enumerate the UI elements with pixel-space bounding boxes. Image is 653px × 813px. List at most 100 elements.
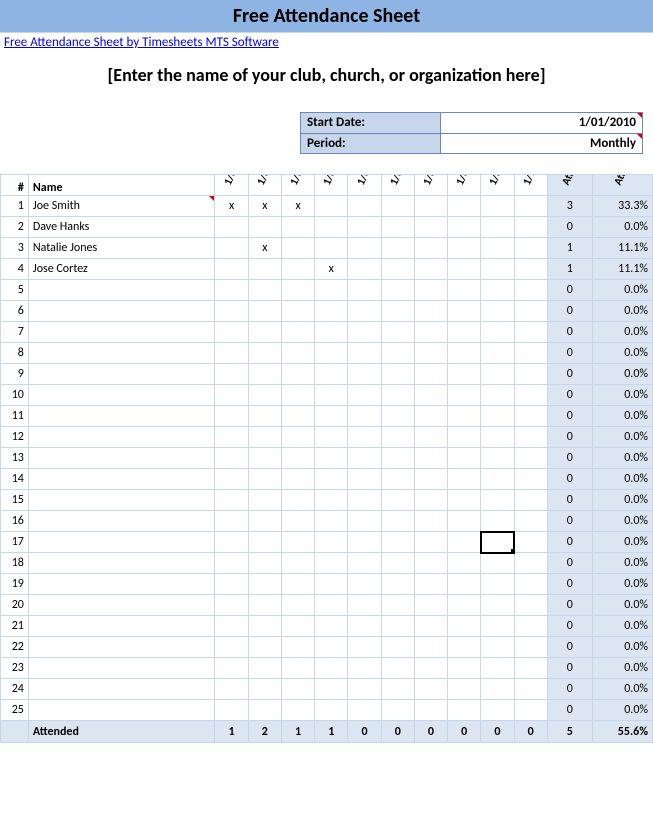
- attendance-cell[interactable]: [481, 490, 514, 511]
- attendance-cell[interactable]: [514, 280, 547, 301]
- attendance-cell[interactable]: [315, 364, 348, 385]
- attendance-cell[interactable]: [315, 553, 348, 574]
- attended-pct[interactable]: 11.1%: [592, 238, 652, 259]
- attendance-cell[interactable]: [448, 301, 481, 322]
- attendance-cell[interactable]: [348, 700, 381, 721]
- attendance-cell[interactable]: [215, 511, 248, 532]
- attendance-cell[interactable]: [215, 385, 248, 406]
- attendance-cell[interactable]: [281, 553, 314, 574]
- attendance-cell[interactable]: [381, 679, 414, 700]
- name-cell[interactable]: [28, 427, 215, 448]
- attendance-cell[interactable]: [481, 511, 514, 532]
- attendance-cell[interactable]: [248, 679, 281, 700]
- attendance-cell[interactable]: [348, 427, 381, 448]
- attendance-cell[interactable]: [281, 574, 314, 595]
- attended-count[interactable]: 0: [547, 700, 592, 721]
- attendance-cell[interactable]: [315, 511, 348, 532]
- attendance-cell[interactable]: [281, 595, 314, 616]
- attended-count[interactable]: 0: [547, 679, 592, 700]
- attendance-cell[interactable]: [514, 637, 547, 658]
- attendance-cell[interactable]: [448, 700, 481, 721]
- attendance-cell[interactable]: [215, 616, 248, 637]
- attended-pct[interactable]: 0.0%: [592, 553, 652, 574]
- header-date-5[interactable]: 1/06/2010: [381, 175, 414, 196]
- attended-count[interactable]: 0: [547, 280, 592, 301]
- attendance-cell[interactable]: [514, 406, 547, 427]
- row-number[interactable]: 25: [1, 700, 29, 721]
- attendance-cell[interactable]: [248, 553, 281, 574]
- attendance-cell[interactable]: [448, 385, 481, 406]
- attendance-cell[interactable]: [448, 217, 481, 238]
- attended-count[interactable]: 0: [547, 637, 592, 658]
- attendance-cell[interactable]: [481, 217, 514, 238]
- attendance-cell[interactable]: [514, 700, 547, 721]
- attendance-cell[interactable]: [514, 511, 547, 532]
- row-number[interactable]: 22: [1, 637, 29, 658]
- attendance-cell[interactable]: [381, 280, 414, 301]
- attendance-cell[interactable]: [248, 364, 281, 385]
- attendance-cell[interactable]: [414, 343, 447, 364]
- attendance-table[interactable]: # Name 1/01/20101/02/20101/03/20101/04/2…: [0, 174, 653, 743]
- attended-count[interactable]: 0: [547, 595, 592, 616]
- attendance-cell[interactable]: [381, 196, 414, 217]
- row-number[interactable]: 11: [1, 406, 29, 427]
- attendance-cell[interactable]: [414, 595, 447, 616]
- row-number[interactable]: 7: [1, 322, 29, 343]
- attendance-cell[interactable]: [215, 406, 248, 427]
- name-cell[interactable]: [28, 616, 215, 637]
- attendance-cell[interactable]: [248, 490, 281, 511]
- attendance-cell[interactable]: [514, 238, 547, 259]
- attendance-cell[interactable]: [414, 511, 447, 532]
- attendance-cell[interactable]: [381, 490, 414, 511]
- row-number[interactable]: 13: [1, 448, 29, 469]
- row-number[interactable]: 8: [1, 343, 29, 364]
- attendance-cell[interactable]: [481, 658, 514, 679]
- attendance-cell[interactable]: [281, 238, 314, 259]
- attendance-cell[interactable]: [514, 343, 547, 364]
- attendance-cell[interactable]: [248, 595, 281, 616]
- attended-count[interactable]: 0: [547, 511, 592, 532]
- header-date-8[interactable]: 1/09/2010: [481, 175, 514, 196]
- row-number[interactable]: 4: [1, 259, 29, 280]
- attendance-cell[interactable]: [315, 532, 348, 553]
- attended-pct[interactable]: 0.0%: [592, 427, 652, 448]
- attendance-cell[interactable]: [348, 259, 381, 280]
- attendance-cell[interactable]: [215, 574, 248, 595]
- attendance-cell[interactable]: [514, 553, 547, 574]
- attended-count[interactable]: 0: [547, 658, 592, 679]
- attendance-cell[interactable]: [215, 343, 248, 364]
- attended-pct[interactable]: 0.0%: [592, 700, 652, 721]
- attendance-cell[interactable]: [514, 385, 547, 406]
- attendance-cell[interactable]: [348, 238, 381, 259]
- attendance-cell[interactable]: [381, 616, 414, 637]
- name-cell[interactable]: [28, 364, 215, 385]
- attendance-cell[interactable]: [248, 637, 281, 658]
- attendance-cell[interactable]: [514, 574, 547, 595]
- attended-count[interactable]: 0: [547, 322, 592, 343]
- attendance-cell[interactable]: [414, 469, 447, 490]
- attendance-cell[interactable]: [481, 364, 514, 385]
- footer-total-1[interactable]: 2: [248, 721, 281, 743]
- attendance-cell[interactable]: [481, 469, 514, 490]
- attendance-cell[interactable]: [414, 427, 447, 448]
- attendance-cell[interactable]: [481, 595, 514, 616]
- attendance-cell[interactable]: [315, 385, 348, 406]
- attendance-cell[interactable]: [381, 406, 414, 427]
- attended-pct[interactable]: 0.0%: [592, 301, 652, 322]
- attendance-cell[interactable]: [315, 238, 348, 259]
- attendance-cell[interactable]: [414, 490, 447, 511]
- attendance-cell[interactable]: [448, 616, 481, 637]
- attended-count[interactable]: 0: [547, 616, 592, 637]
- attendance-cell[interactable]: [381, 658, 414, 679]
- attendance-cell[interactable]: [514, 658, 547, 679]
- attendance-cell[interactable]: [381, 448, 414, 469]
- attendance-cell[interactable]: [481, 679, 514, 700]
- header-date-7[interactable]: 1/08/2010: [448, 175, 481, 196]
- attendance-cell[interactable]: [215, 448, 248, 469]
- attendance-cell[interactable]: [348, 679, 381, 700]
- attendance-cell[interactable]: [381, 322, 414, 343]
- attended-count[interactable]: 0: [547, 427, 592, 448]
- attendance-cell[interactable]: [248, 385, 281, 406]
- attendance-cell[interactable]: [448, 532, 481, 553]
- attendance-cell[interactable]: [248, 532, 281, 553]
